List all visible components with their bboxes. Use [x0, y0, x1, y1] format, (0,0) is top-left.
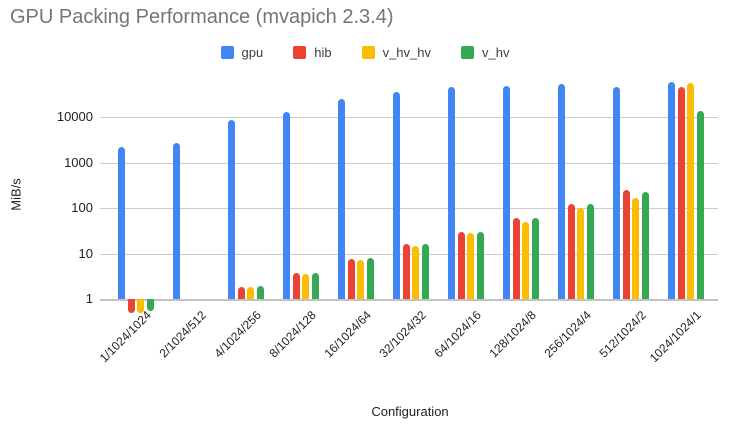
bar-v_hv_hv-1/1024/1024[interactable] — [137, 299, 144, 313]
legend-item-v_hv: v_hv — [461, 45, 509, 60]
gridline-100 — [100, 208, 718, 209]
legend-swatch-gpu — [220, 45, 234, 59]
legend-item-v_hv_hv: v_hv_hv — [361, 44, 431, 60]
x-tick-label-256/1024/4: 256/1024/4 — [541, 308, 594, 361]
plot-area — [100, 75, 718, 313]
bar-v_hv_hv-256/1024/4[interactable] — [577, 208, 584, 299]
legend-label-v_hv: v_hv — [482, 44, 510, 60]
bar-v_hv_hv-512/1024/2[interactable] — [632, 197, 639, 299]
bar-v_hv-1/1024/1024[interactable] — [146, 299, 154, 311]
x-tick-label-2/1024/512: 2/1024/512 — [156, 308, 209, 361]
y-tick-label-10000: 10000 — [56, 109, 93, 124]
bar-v_hv_hv-1024/1024/1[interactable] — [687, 82, 694, 299]
bar-gpu-256/1024/4[interactable] — [558, 84, 565, 299]
bar-v_hv-8/1024/128[interactable] — [311, 272, 319, 299]
bar-v_hv_hv-4/1024/256[interactable] — [247, 287, 254, 299]
x-tick-label-4/1024/256: 4/1024/256 — [211, 308, 264, 361]
bar-v_hv-128/1024/8[interactable] — [531, 218, 539, 299]
bar-hib-128/1024/8[interactable] — [512, 218, 520, 299]
bar-hib-16/1024/64[interactable] — [347, 258, 355, 299]
bar-hib-4/1024/256[interactable] — [237, 286, 245, 299]
bar-v_hv-64/1024/16[interactable] — [476, 231, 484, 299]
bar-v_hv-16/1024/64[interactable] — [366, 258, 374, 299]
legend-swatch-v_hv_hv — [361, 45, 375, 59]
y-tick-label-1000: 1000 — [64, 154, 93, 170]
gridline-10000 — [100, 117, 718, 118]
bar-v_hv_hv-8/1024/128[interactable] — [302, 273, 309, 299]
bar-v_hv_hv-16/1024/64[interactable] — [357, 259, 364, 299]
bar-hib-8/1024/128[interactable] — [292, 272, 300, 299]
bar-gpu-1/1024/1024[interactable] — [118, 146, 125, 299]
x-tick-label-512/1024/2: 512/1024/2 — [596, 308, 649, 361]
bar-gpu-4/1024/256[interactable] — [228, 119, 235, 299]
y-tick-label-10: 10 — [78, 245, 93, 261]
bar-v_hv-4/1024/256[interactable] — [256, 286, 264, 299]
x-tick-label-8/1024/128: 8/1024/128 — [266, 308, 319, 361]
chart-title: GPU Packing Performance (mvapich 2.3.4) — [10, 6, 394, 28]
x-tick-label-64/1024/16: 64/1024/16 — [431, 308, 484, 361]
x-tick-label-32/1024/32: 32/1024/32 — [376, 308, 429, 361]
legend-label-gpu: gpu — [241, 44, 264, 60]
bar-gpu-128/1024/8[interactable] — [503, 86, 510, 299]
bar-v_hv-256/1024/4[interactable] — [586, 204, 594, 299]
bar-v_hv-1024/1024/1[interactable] — [696, 111, 704, 299]
legend-swatch-v_hv — [461, 45, 474, 59]
y-tick-label-100: 100 — [71, 200, 93, 215]
gridline-1000 — [100, 162, 718, 164]
y-axis-title: MiB/s — [8, 178, 24, 211]
bar-gpu-8/1024/128[interactable] — [283, 111, 290, 299]
legend-label-v_hv_hv: v_hv_hv — [382, 44, 431, 60]
bar-gpu-32/1024/32[interactable] — [393, 91, 400, 299]
legend: gpu hib v_hv_hv v_hv — [0, 42, 730, 62]
x-tick-label-16/1024/64: 16/1024/64 — [321, 308, 374, 361]
bar-v_hv-32/1024/32[interactable] — [421, 244, 429, 299]
bar-v_hv_hv-32/1024/32[interactable] — [412, 246, 419, 299]
x-axis-title: Configuration — [371, 404, 449, 419]
bar-gpu-2/1024/512[interactable] — [173, 142, 180, 299]
bar-gpu-1024/1024/1[interactable] — [668, 81, 675, 299]
bar-gpu-64/1024/16[interactable] — [448, 86, 455, 299]
x-tick-label-128/1024/8: 128/1024/8 — [486, 308, 539, 361]
legend-swatch-hib — [293, 45, 307, 59]
x-tick-label-1/1024/1024: 1/1024/1024 — [96, 308, 154, 366]
legend-label-hib: hib — [314, 44, 332, 60]
bar-hib-32/1024/32[interactable] — [402, 244, 410, 299]
x-axis-baseline — [100, 299, 718, 301]
bar-v_hv_hv-128/1024/8[interactable] — [522, 222, 529, 299]
x-tick-label-1024/1024/1: 1024/1024/1 — [646, 308, 704, 366]
bar-hib-512/1024/2[interactable] — [622, 189, 630, 299]
bar-hib-1024/1024/1[interactable] — [677, 86, 685, 299]
legend-item-hib: hib — [293, 44, 332, 60]
bar-hib-1/1024/1024[interactable] — [127, 299, 135, 313]
bar-v_hv_hv-64/1024/16[interactable] — [467, 233, 474, 299]
bar-gpu-16/1024/64[interactable] — [338, 98, 345, 299]
legend-item-gpu: gpu — [220, 44, 264, 60]
y-tick-label-1: 1 — [85, 291, 93, 306]
bar-v_hv-512/1024/2[interactable] — [641, 191, 649, 299]
bar-hib-256/1024/4[interactable] — [567, 203, 575, 299]
bar-hib-64/1024/16[interactable] — [457, 231, 465, 299]
bar-gpu-512/1024/2[interactable] — [613, 86, 620, 299]
